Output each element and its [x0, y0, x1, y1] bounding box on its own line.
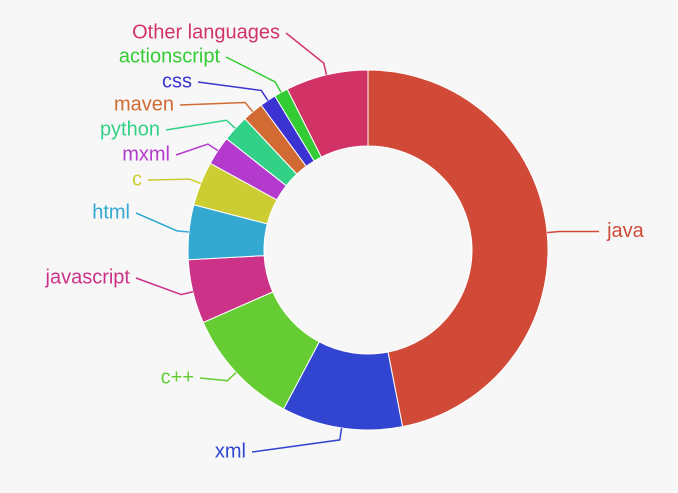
label-xml: xml	[215, 440, 246, 462]
leader-line-maven	[180, 102, 253, 111]
label-css: css	[162, 70, 192, 92]
label-actionscript: actionscript	[119, 45, 221, 67]
slice-java[interactable]	[368, 70, 548, 427]
label-maven: maven	[114, 93, 174, 115]
label-java: java	[606, 220, 645, 242]
leader-line-cplusplus	[200, 373, 236, 381]
slices-group	[188, 70, 548, 430]
label-javascript: javascript	[45, 266, 131, 288]
leader-line-css	[198, 82, 268, 100]
label-c: c	[132, 168, 142, 190]
leader-line-javascript	[136, 278, 193, 295]
leader-line-python	[166, 120, 235, 130]
label-cplusplus: c++	[161, 366, 194, 388]
leader-line-c	[148, 179, 201, 183]
leader-line-other-languages	[286, 33, 327, 75]
label-mxml: mxml	[122, 143, 170, 165]
leader-line-java	[547, 231, 599, 232]
label-python: python	[100, 118, 160, 140]
leader-line-xml	[252, 428, 342, 452]
label-other-languages: Other languages	[132, 21, 280, 43]
label-html: html	[92, 201, 130, 223]
leader-line-html	[136, 213, 189, 232]
leader-line-mxml	[176, 144, 218, 155]
